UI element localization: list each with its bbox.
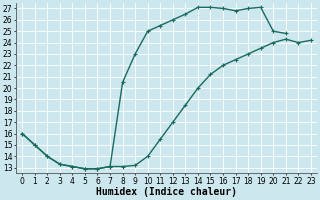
X-axis label: Humidex (Indice chaleur): Humidex (Indice chaleur) xyxy=(96,187,237,197)
